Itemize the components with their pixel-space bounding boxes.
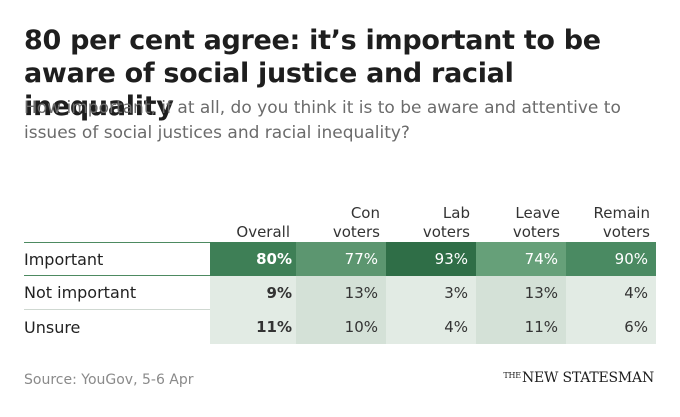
cell-not-important-lab-voters: 3% [386,276,476,310]
table-row-important: Important 80% 77% 93% 74% 90% [24,242,656,276]
column-header-remain-voters: Remain voters [593,204,650,241]
cell-not-important-leave-voters: 13% [476,276,566,310]
table-header-row: Overall Con voters Lab voters Leave voters R… [24,192,656,242]
column-header-overall: Overall [236,223,290,241]
cell-important-overall: 80% [210,242,300,276]
cell-not-important-con-voters: 13% [296,276,386,310]
column-header-leave-voters: Leave voters [512,204,560,241]
cell-important-lab-voters: 93% [386,242,476,276]
cell-unsure-leave-voters: 11% [476,310,566,344]
column-header-lab-voters: Lab voters [422,204,470,241]
cell-important-remain-voters: 90% [566,242,656,276]
cell-not-important-overall: 9% [210,276,300,310]
cell-not-important-remain-voters: 4% [566,276,656,310]
chart-subtitle: How important, if at all, do you think i… [24,98,621,143]
row-label: Important [24,242,210,276]
table-body: Important 80% 77% 93% 74% 90% Not important 9% 1… [24,242,656,344]
cell-unsure-lab-voters: 4% [386,310,476,344]
cell-important-leave-voters: 74% [476,242,566,276]
cell-unsure-remain-voters: 6% [566,310,656,344]
source-note: Source: YouGov, 5-6 Apr [24,372,194,388]
column-header-con-voters: Con voters [332,204,380,241]
cell-unsure-overall: 11% [210,310,300,344]
new-statesman-logo: THENEW STATESMAN [503,370,654,386]
table-row-unsure: Unsure 11% 10% 4% 11% 6% [24,310,656,344]
table-row-not-important: Not important 9% 13% 3% 13% 4% [24,276,656,310]
chart-title: 80 per cent agree: it’s important to be … [24,25,601,122]
row-label: Unsure [24,317,81,337]
row-label: Not important [24,276,210,310]
results-table: Overall Con voters Lab voters Leave voters R… [24,192,656,344]
cell-unsure-con-voters: 10% [296,310,386,344]
cell-important-con-voters: 77% [296,242,386,276]
